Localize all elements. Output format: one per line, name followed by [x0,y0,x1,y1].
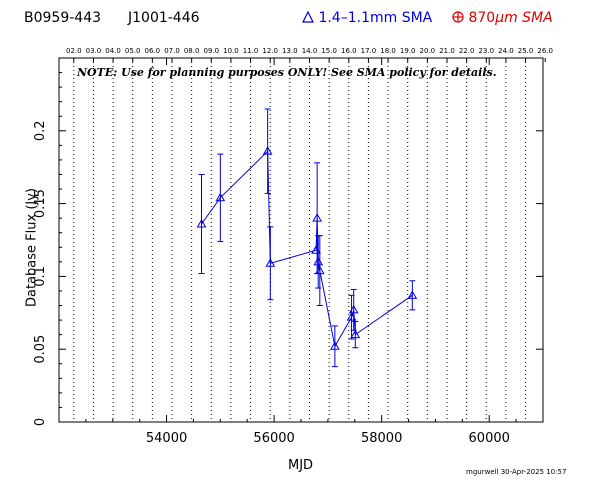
legend-1mm: 1.4–1.1mm SMA [302,10,432,26]
data-point-triangle [348,304,359,314]
top-year-label: 06.0 [145,47,161,55]
series-line [201,150,413,348]
top-year-label: 22.0 [459,47,475,55]
top-year-label: 23.0 [478,47,494,55]
top-year-label: 14.0 [302,47,318,55]
top-year-label: 21.0 [439,47,455,55]
top-year-label: 18.0 [380,47,396,55]
x-tick-label: 60000 [469,431,510,446]
data-point-triangle [196,218,207,228]
legend-870-prefix: 870 [468,10,496,26]
top-year-label: 25.0 [518,47,534,55]
credit-stamp: mgurwell 30-Apr-2025 10:57 [466,468,567,476]
y-tick-label: 0.05 [33,335,48,364]
x-axis: 54000 56000 58000 60000 [58,58,544,446]
x-tick-label: 56000 [253,431,294,446]
x-axis-label: MJD [288,458,314,473]
source-alias: J1001-446 [128,10,200,26]
data-point-triangle [330,341,340,350]
top-year-label: 03.0 [86,47,102,55]
top-year-label: 13.0 [282,47,298,55]
data-point-triangle [314,265,325,275]
top-year-label: 20.0 [420,47,436,55]
y-tick-label: 0.2 [33,120,48,141]
top-year-label: 08.0 [184,47,200,55]
top-year-label: 16.0 [341,47,357,55]
legend-870-unit: μm SMA [495,10,553,26]
legend-870: 870μm SMA [452,10,553,26]
top-year-label: 11.0 [243,47,259,55]
data-point-triangle [265,258,276,267]
top-year-label: 07.0 [164,47,180,55]
x-tick-label: 58000 [361,431,402,446]
y-axis-label: Database Flux (Jy) [24,188,40,307]
planning-note: NOTE: Use for planning purposes ONLY! Se… [77,66,497,79]
source-name: B0959-443 [24,10,102,26]
top-year-label: 17.0 [361,47,377,55]
top-year-label: 09.0 [203,47,219,55]
data-point-triangle [407,290,418,299]
data-point-triangle [350,329,361,339]
top-year-label: 19.0 [400,47,416,55]
top-year-label: 15.0 [321,47,337,55]
plot-frame [58,57,544,423]
y-tick-label: 0 [33,418,48,426]
series-1mm [196,108,418,368]
top-year-axis: 02.0 03.0 04.0 05.0 06.0 07.0 08.0 09.0 10.0 11.0… [66,47,553,62]
top-year-label: 12.0 [262,47,278,55]
top-year-label: 26.0 [537,47,553,55]
top-year-label: 04.0 [105,47,121,55]
y-axis: 0 0.05 0.1 0.15 0.2 [33,72,543,426]
top-year-label: 05.0 [125,47,141,55]
top-year-label: 10.0 [223,47,239,55]
y-tick-label: 0.1 [33,266,48,287]
circle-plus-icon [452,11,464,23]
data-point-triangle [215,192,226,202]
x-tick-label: 54000 [146,431,187,446]
top-year-label: 02.0 [66,47,82,55]
data-point-triangle [312,213,322,222]
top-year-label: 24.0 [498,47,514,55]
legend-1mm-label: 1.4–1.1mm SMA [318,10,433,26]
year-grid [73,58,527,422]
y-tick-label: 0.15 [33,189,48,218]
triangle-icon [302,10,314,23]
data-point-triangle [262,146,273,155]
